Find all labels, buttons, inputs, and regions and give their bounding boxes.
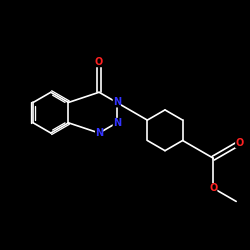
Text: N: N — [95, 128, 103, 138]
Text: N: N — [113, 118, 121, 128]
Text: N: N — [113, 98, 121, 108]
Text: O: O — [209, 183, 217, 193]
Text: O: O — [95, 57, 103, 67]
Text: O: O — [235, 138, 243, 148]
